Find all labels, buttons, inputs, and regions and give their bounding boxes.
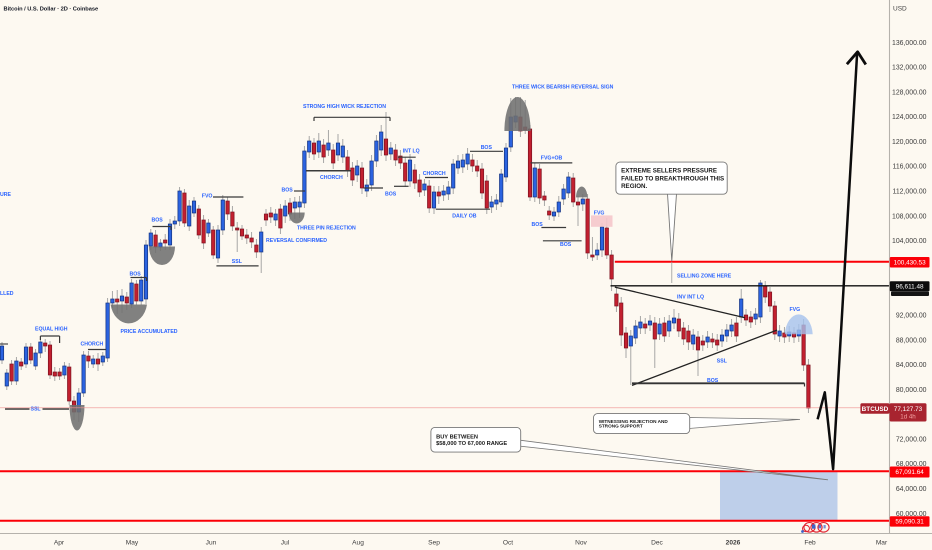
svg-text:BOS: BOS — [481, 145, 493, 151]
svg-text:64,000.00: 64,000.00 — [896, 486, 927, 493]
svg-text:Nov: Nov — [575, 540, 587, 547]
svg-text:108,000.00: 108,000.00 — [892, 213, 927, 220]
svg-text:96,611.48: 96,611.48 — [896, 283, 924, 290]
svg-text:FVG+OB: FVG+OB — [541, 156, 563, 162]
svg-text:CHORCH: CHORCH — [81, 342, 104, 348]
svg-text:BOS: BOS — [385, 192, 397, 198]
svg-text:BOS: BOS — [152, 218, 164, 224]
svg-text:132,000.00: 132,000.00 — [892, 65, 927, 72]
svg-text:59,090.31: 59,090.31 — [895, 519, 924, 526]
svg-text:Jun: Jun — [206, 540, 217, 547]
svg-text:104,000.00: 104,000.00 — [892, 238, 927, 245]
svg-text:INT LQ: INT LQ — [403, 149, 420, 155]
svg-text:FVO: FVO — [202, 194, 213, 200]
svg-text:Aug: Aug — [352, 540, 364, 547]
svg-text:BOS: BOS — [130, 272, 142, 278]
svg-text:100,430.53: 100,430.53 — [894, 259, 926, 266]
svg-text:Bitcoin / U.S. Dollar · 2D · C: Bitcoin / U.S. Dollar · 2D · Coinbase — [4, 6, 99, 12]
svg-text:116,000.00: 116,000.00 — [893, 164, 927, 171]
svg-text:FVG: FVG — [594, 211, 605, 217]
svg-text:LLED: LLED — [0, 291, 14, 297]
svg-text:Mar: Mar — [876, 540, 888, 547]
svg-text:1d 4h: 1d 4h — [900, 414, 916, 421]
svg-text:FAILED TO BREAKTHROUGH THIS: FAILED TO BREAKTHROUGH THIS — [621, 175, 724, 182]
svg-text:Apr: Apr — [54, 540, 65, 547]
svg-text:SSL: SSL — [717, 358, 728, 364]
svg-text:URE: URE — [0, 192, 11, 198]
svg-text:INV INT LQ: INV INT LQ — [677, 295, 704, 301]
svg-text:84,000.00: 84,000.00 — [896, 362, 927, 369]
svg-text:Oct: Oct — [503, 540, 513, 547]
svg-text:Feb: Feb — [804, 540, 816, 547]
svg-text:60,000.00: 60,000.00 — [896, 511, 927, 518]
svg-text:EXTREME SELLERS PRESSURE: EXTREME SELLERS PRESSURE — [621, 168, 717, 175]
svg-text:DAILY OB: DAILY OB — [452, 214, 476, 220]
svg-text:PRICE ACCUMULATED: PRICE ACCUMULATED — [121, 329, 178, 335]
svg-text:$58,000 TO 67,000 RANGE: $58,000 TO 67,000 RANGE — [436, 441, 507, 447]
svg-text:CHORCH: CHORCH — [320, 175, 343, 181]
svg-text:SELLING ZONE HERE: SELLING ZONE HERE — [677, 274, 732, 280]
svg-text:SSL: SSL — [31, 407, 42, 413]
svg-text:WITNESSING REJECTION AND: WITNESSING REJECTION AND — [599, 419, 669, 424]
svg-text:THREE PIN REJECTION: THREE PIN REJECTION — [297, 225, 356, 231]
svg-text:112,000.00: 112,000.00 — [893, 189, 927, 196]
svg-text:BOS: BOS — [282, 188, 294, 194]
svg-text:SSL: SSL — [232, 259, 243, 265]
svg-text:FVG: FVG — [790, 307, 801, 313]
svg-text:88,000.00: 88,000.00 — [896, 337, 927, 344]
svg-text:REVERSAL CONFIRMED: REVERSAL CONFIRMED — [266, 238, 327, 244]
svg-text:120,000.00: 120,000.00 — [892, 139, 927, 146]
svg-text:128,000.00: 128,000.00 — [892, 89, 927, 96]
svg-text:CHORCH: CHORCH — [423, 171, 446, 177]
svg-text:67,091.64: 67,091.64 — [895, 469, 924, 476]
svg-text:77,127.73: 77,127.73 — [894, 406, 923, 413]
svg-text:REGION.: REGION. — [621, 183, 647, 190]
svg-text:BTCUSD: BTCUSD — [862, 406, 889, 413]
svg-text:Sep: Sep — [428, 540, 440, 547]
svg-text:68,000.00: 68,000.00 — [896, 461, 927, 468]
svg-text:136,000.00: 136,000.00 — [892, 40, 927, 47]
svg-text:BOS: BOS — [532, 222, 544, 228]
svg-text:BUY BETWEEN: BUY BETWEEN — [436, 434, 478, 440]
svg-text:STRONG HIGH WICK REJECTION: STRONG HIGH WICK REJECTION — [303, 104, 386, 110]
svg-text:May: May — [126, 540, 139, 547]
svg-text:STRONG SUPPORT: STRONG SUPPORT — [599, 424, 643, 429]
svg-text:72,000.00: 72,000.00 — [896, 436, 927, 443]
svg-text:USD: USD — [893, 6, 907, 13]
svg-text:BOS: BOS — [560, 242, 572, 248]
svg-text:EQUAL HIGH: EQUAL HIGH — [35, 327, 68, 333]
svg-text:92,000.00: 92,000.00 — [896, 313, 927, 320]
svg-text:Dec: Dec — [651, 540, 663, 547]
svg-text:2026: 2026 — [726, 540, 741, 547]
svg-text:THREE WICK BEARISH REVERSAL SI: THREE WICK BEARISH REVERSAL SIGN — [512, 85, 614, 91]
svg-text:80,000.00: 80,000.00 — [896, 387, 927, 394]
svg-text:Jul: Jul — [281, 540, 290, 547]
svg-text:124,000.00: 124,000.00 — [892, 114, 927, 121]
svg-text:BOS: BOS — [707, 378, 719, 384]
